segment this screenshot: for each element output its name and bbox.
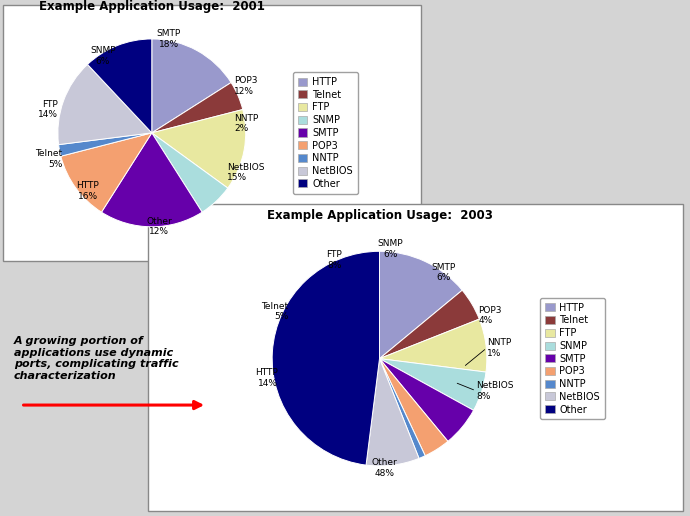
Wedge shape — [61, 133, 152, 212]
Legend: HTTP, Telnet, FTP, SNMP, SMTP, POP3, NNTP, NetBIOS, Other: HTTP, Telnet, FTP, SNMP, SMTP, POP3, NNT… — [540, 298, 605, 420]
Wedge shape — [88, 39, 152, 133]
Wedge shape — [152, 83, 243, 133]
Text: FTP
8%: FTP 8% — [326, 250, 342, 269]
Wedge shape — [152, 109, 246, 188]
Wedge shape — [380, 290, 480, 359]
Wedge shape — [380, 359, 425, 458]
Text: SMTP
18%: SMTP 18% — [157, 29, 181, 49]
Text: FTP
14%: FTP 14% — [38, 100, 58, 119]
Text: NNTP
2%: NNTP 2% — [235, 114, 259, 133]
Text: Other
12%: Other 12% — [146, 217, 172, 236]
Text: Telnet
5%: Telnet 5% — [261, 302, 288, 321]
Text: NNTP
1%: NNTP 1% — [487, 338, 511, 358]
Wedge shape — [380, 359, 473, 441]
Wedge shape — [101, 133, 202, 227]
Wedge shape — [59, 133, 152, 156]
Wedge shape — [380, 359, 448, 456]
Text: HTTP
14%: HTTP 14% — [255, 368, 277, 388]
Text: Telnet
5%: Telnet 5% — [35, 150, 63, 169]
Legend: HTTP, Telnet, FTP, SNMP, SMTP, POP3, NNTP, NetBIOS, Other: HTTP, Telnet, FTP, SNMP, SMTP, POP3, NNT… — [293, 72, 357, 194]
Text: SNMP
6%: SNMP 6% — [90, 46, 116, 66]
Text: NetBIOS
15%: NetBIOS 15% — [227, 163, 264, 182]
Wedge shape — [380, 319, 487, 372]
Title: Example Application Usage:  2003: Example Application Usage: 2003 — [266, 209, 493, 222]
Wedge shape — [380, 359, 486, 410]
Wedge shape — [366, 359, 419, 466]
Text: SNMP
6%: SNMP 6% — [377, 239, 403, 259]
Text: A growing portion of
applications use dynamic
ports, complicating traffic
charac: A growing portion of applications use dy… — [14, 336, 179, 381]
Wedge shape — [152, 133, 228, 212]
Wedge shape — [380, 251, 462, 359]
Text: HTTP
16%: HTTP 16% — [77, 182, 99, 201]
Text: SMTP
6%: SMTP 6% — [432, 263, 456, 282]
Wedge shape — [152, 39, 231, 133]
Text: Other
48%: Other 48% — [372, 458, 397, 478]
Text: POP3
12%: POP3 12% — [235, 76, 258, 95]
Text: POP3
4%: POP3 4% — [478, 306, 502, 326]
Title: Example Application Usage:  2001: Example Application Usage: 2001 — [39, 0, 265, 13]
Wedge shape — [272, 251, 380, 465]
Text: NetBIOS
8%: NetBIOS 8% — [476, 381, 513, 400]
Wedge shape — [58, 64, 152, 144]
